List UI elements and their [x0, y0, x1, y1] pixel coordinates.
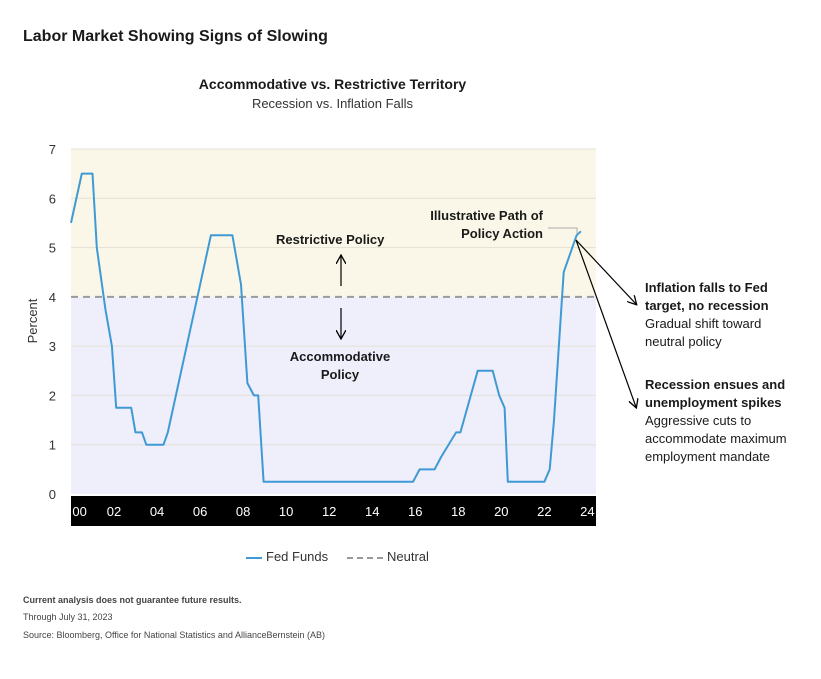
- scenario-no-recession-arrow: [575, 239, 636, 304]
- data-through-date: Through July 31, 2023: [23, 612, 113, 622]
- y-tick-label: 7: [49, 142, 56, 157]
- legend-swatch-neutral: [347, 556, 383, 559]
- restrictive-policy-label: Restrictive Policy: [276, 232, 385, 247]
- x-tick-label: 24: [580, 504, 594, 519]
- legend-label-neutral: Neutral: [387, 549, 429, 564]
- x-axis-band: [71, 496, 596, 526]
- x-tick-label: 22: [537, 504, 551, 519]
- scenario-no-recession: Inflation falls to Fed target, no recess…: [645, 279, 815, 351]
- x-tick-label: 18: [451, 504, 465, 519]
- legend-item-neutral: Neutral: [347, 549, 429, 564]
- legend-label-fed-funds: Fed Funds: [266, 549, 329, 564]
- y-axis-label: Percent: [25, 298, 40, 343]
- chart-legend: Fed Funds Neutral: [0, 549, 821, 567]
- legend-item-fed-funds: Fed Funds: [246, 549, 328, 564]
- scenario-recession-arrow: [575, 239, 636, 407]
- policy-path-label: Illustrative Path of Policy Action: [398, 207, 543, 243]
- chart-subtitle: Recession vs. Inflation Falls: [251, 96, 414, 111]
- scenario-recession-title-1: Recession ensues and: [645, 377, 786, 392]
- y-tick-label: 1: [49, 438, 56, 453]
- x-tick-label: 00: [72, 504, 86, 519]
- chart-title: Accommodative vs. Restrictive Territory: [198, 76, 467, 92]
- y-tick-label: 2: [49, 388, 56, 403]
- restrictive-zone: [71, 149, 596, 297]
- y-tick-label: 0: [49, 487, 56, 502]
- page-title: Labor Market Showing Signs of Slowing: [23, 28, 328, 45]
- accommodative-label-line1: Accommodative: [289, 349, 391, 364]
- scenario-no-recession-title-1: Inflation falls to Fed: [645, 280, 768, 295]
- y-tick-label: 5: [49, 241, 56, 256]
- policy-path-leader: [548, 227, 578, 234]
- x-tick-label: 16: [408, 504, 422, 519]
- x-tick-label: 08: [236, 504, 250, 519]
- legend-swatch-fed-funds: [246, 556, 262, 559]
- scenario-recession-desc-2: accommodate maximum: [645, 431, 787, 446]
- y-tick-label: 6: [49, 191, 56, 206]
- fed-funds-line: [70, 172, 582, 483]
- x-tick-label: 06: [193, 504, 207, 519]
- x-tick-label: 10: [279, 504, 293, 519]
- x-tick-label: 04: [150, 504, 164, 519]
- policy-path-label-line2: Policy Action: [461, 226, 543, 241]
- scenario-recession-desc-1: Aggressive cuts to: [645, 413, 752, 428]
- policy-path-label-line1: Illustrative Path of: [430, 208, 543, 223]
- x-tick-label: 14: [365, 504, 379, 519]
- x-tick-label: 02: [107, 504, 121, 519]
- y-tick-label: 4: [49, 290, 56, 305]
- source-note: Source: Bloomberg, Office for National S…: [23, 630, 325, 640]
- y-tick-label: 3: [49, 339, 56, 354]
- accommodative-policy-label: Accommodative Policy: [270, 348, 410, 384]
- scenario-recession-desc-3: employment mandate: [645, 449, 771, 464]
- x-tick-label: 20: [494, 504, 508, 519]
- x-tick-label: 12: [322, 504, 336, 519]
- scenario-no-recession-title-2: target, no recession: [645, 298, 769, 313]
- scenario-recession-title-2: unemployment spikes: [645, 395, 782, 410]
- disclaimer: Current analysis does not guarantee futu…: [23, 595, 242, 605]
- accommodative-label-line2: Policy: [320, 367, 360, 382]
- scenario-recession: Recession ensues and unemployment spikes…: [645, 376, 815, 466]
- scenario-no-recession-desc-2: neutral policy: [645, 334, 722, 349]
- scenario-no-recession-desc-1: Gradual shift toward: [645, 316, 762, 331]
